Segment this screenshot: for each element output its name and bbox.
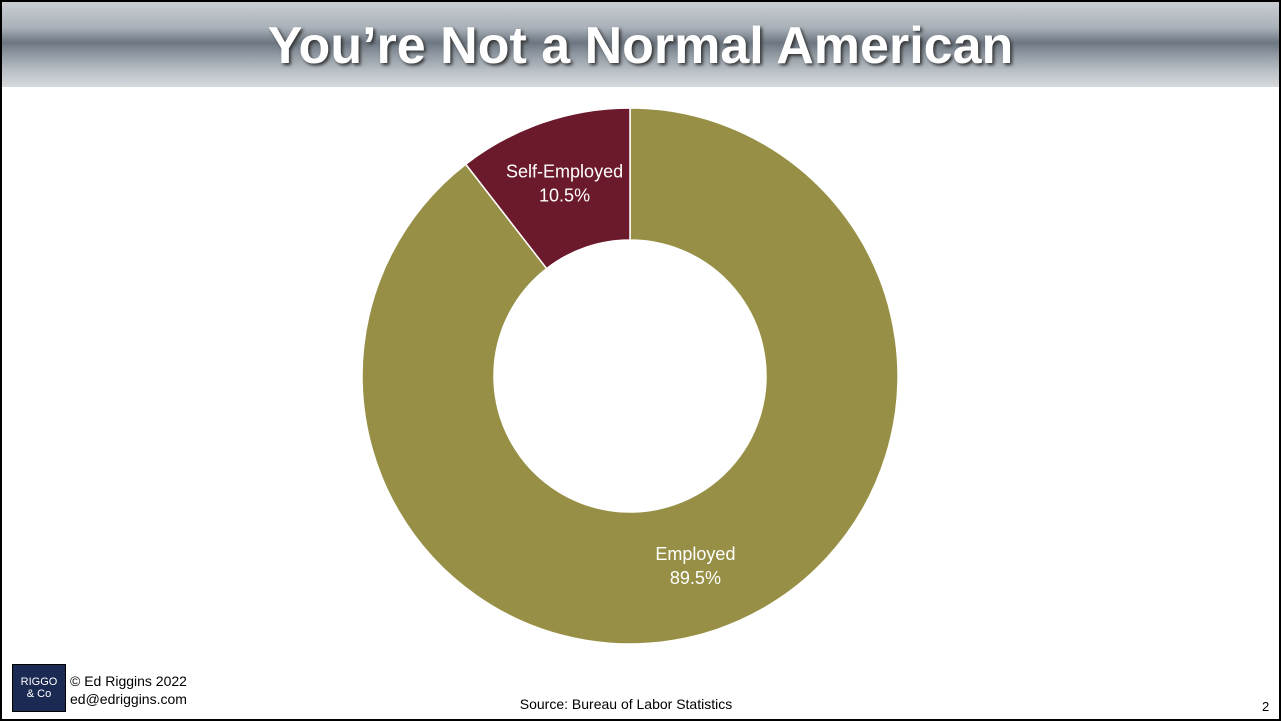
slice-value: 10.5% — [539, 186, 590, 206]
header-banner — [2, 2, 1279, 87]
copyright: © Ed Riggins 2022 — [70, 673, 187, 689]
logo-text: & Co — [26, 688, 52, 700]
page-number: 2 — [1262, 699, 1270, 714]
logo-text: RIGGO — [20, 676, 58, 688]
source: Source: Bureau of Labor Statistics — [519, 696, 733, 712]
slice-value: 89.5% — [670, 568, 721, 588]
donut-slice — [464, 107, 631, 270]
logo: RIGGO & Co — [12, 664, 66, 712]
chart-title: You’re Not a Normal American — [267, 17, 1014, 75]
slice-label: Employed — [655, 544, 735, 564]
donut-slice — [361, 107, 899, 645]
email: ed@edriggins.com — [70, 691, 187, 707]
slice-label: Self-Employed — [506, 162, 623, 182]
